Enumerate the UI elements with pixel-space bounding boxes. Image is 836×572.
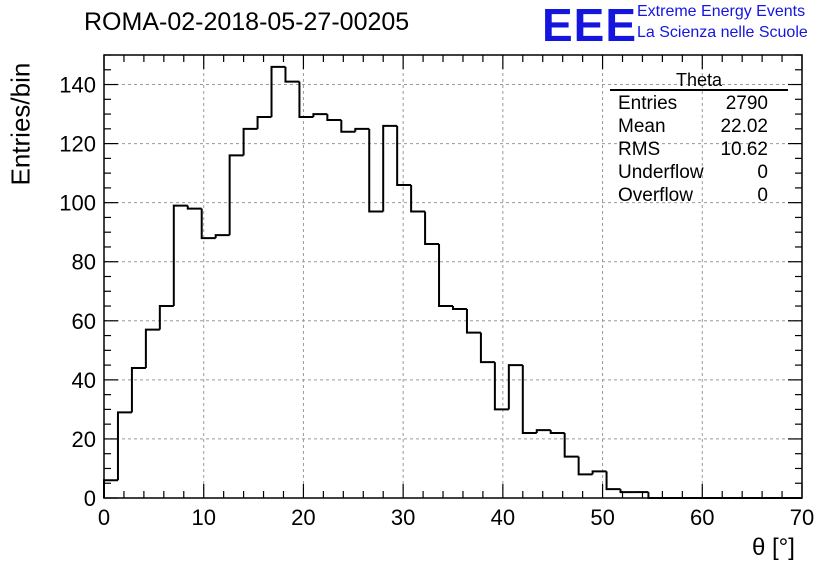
- axis-ticks: [103, 54, 803, 499]
- stats-label: Mean: [618, 116, 666, 137]
- x-tick-label: 30: [391, 505, 415, 530]
- histogram-bin: [228, 154, 244, 236]
- x-tick-label: 40: [491, 505, 515, 530]
- histogram-bin: [424, 211, 440, 246]
- histogram-bin: [410, 184, 426, 213]
- stats-value: 0: [757, 185, 768, 206]
- histogram-bin: [242, 127, 258, 156]
- histogram-bin: [214, 234, 230, 239]
- histogram-bin: [312, 113, 328, 118]
- histogram-bin: [438, 244, 453, 308]
- y-tick-label: 40: [72, 368, 96, 393]
- histogram-bin: [186, 205, 202, 210]
- histogram-bin: [591, 470, 607, 475]
- stats-value: 0: [757, 162, 768, 183]
- histogram-bin: [158, 305, 174, 330]
- x-tick-label: 50: [590, 505, 614, 530]
- histogram-bin: [479, 332, 495, 364]
- y-tick-label: 100: [59, 191, 96, 216]
- histogram-bin: [256, 116, 272, 129]
- stats-title: Theta: [675, 70, 723, 90]
- stats-box: Theta Entries 2790 Mean 22.02 RMS 10.62 …: [610, 70, 788, 208]
- histogram-bin: [340, 119, 356, 133]
- stats-label: Underflow: [618, 162, 704, 183]
- stats-row-entries: Entries 2790: [610, 93, 780, 116]
- histogram-series: [103, 65, 802, 499]
- y-axis-label: Entries/bin: [5, 62, 36, 186]
- histogram-bin: [563, 433, 579, 458]
- histogram-bin: [284, 66, 300, 83]
- histogram-bin: [577, 456, 593, 476]
- histogram-bin: [452, 306, 467, 310]
- x-tick-label: 60: [690, 505, 714, 530]
- y-tick-label: 80: [72, 250, 96, 275]
- stats-row-mean: Mean 22.02: [610, 116, 780, 139]
- y-tick-label: 120: [59, 132, 96, 157]
- stats-label: RMS: [618, 139, 661, 160]
- y-tick-label: 20: [72, 427, 96, 452]
- histogram-bin: [326, 114, 342, 121]
- stats-row-underflow: Underflow 0: [610, 162, 780, 185]
- histogram-bin: [172, 204, 188, 307]
- histogram-bin: [619, 489, 635, 494]
- stats-row-overflow: Overflow 0: [610, 185, 780, 208]
- chart-title: ROMA-02-2018-05-27-00205: [84, 8, 410, 36]
- stats-value: 2790: [725, 93, 768, 114]
- stats-value: 10.62: [720, 139, 768, 160]
- y-tick-label: 0: [84, 486, 96, 511]
- grid-lines: [104, 55, 802, 498]
- y-tick-label: 140: [59, 73, 96, 98]
- histogram-bin: [270, 65, 286, 118]
- stats-divider: [610, 89, 788, 91]
- stats-value: 22.02: [720, 116, 768, 137]
- histogram-bin: [396, 125, 412, 186]
- histogram-bin: [465, 308, 481, 334]
- stats-label: Entries: [618, 93, 678, 114]
- x-tick-label: 20: [291, 505, 315, 530]
- histogram-bin: [382, 124, 398, 212]
- histogram-bin: [507, 364, 523, 410]
- histogram-bin: [493, 362, 509, 411]
- histogram-bin: [368, 128, 384, 213]
- histogram-bin: [354, 127, 370, 132]
- stats-label: Overflow: [618, 185, 693, 206]
- histogram-bin: [200, 208, 216, 240]
- histogram-bin: [144, 328, 160, 369]
- histogram-bin: [549, 430, 565, 435]
- x-axis-label: θ [°]: [752, 534, 795, 561]
- histogram-bin: [605, 471, 621, 491]
- x-tick-label: 70: [790, 505, 814, 530]
- histogram-bin: [647, 492, 663, 499]
- logo-line-1: Extreme Energy Events: [637, 3, 806, 20]
- x-tick-label: 0: [98, 505, 110, 530]
- eee-logo: EEE: [542, 0, 638, 51]
- histogram-bin: [521, 365, 537, 435]
- stats-row-rms: RMS 10.62: [610, 139, 780, 162]
- logo-line-2: La Scienza nelle Scuole: [637, 24, 808, 41]
- histogram-bin: [116, 411, 132, 481]
- histogram-bin: [535, 429, 551, 434]
- histogram-bin: [130, 367, 146, 413]
- x-tick-label: 10: [191, 505, 215, 530]
- histogram-bin: [298, 81, 314, 119]
- tick-labels: 0 10 20 30 40 50 60 70 0 20 40 60 80 100 120 140: [59, 73, 814, 530]
- y-tick-label: 60: [72, 309, 96, 334]
